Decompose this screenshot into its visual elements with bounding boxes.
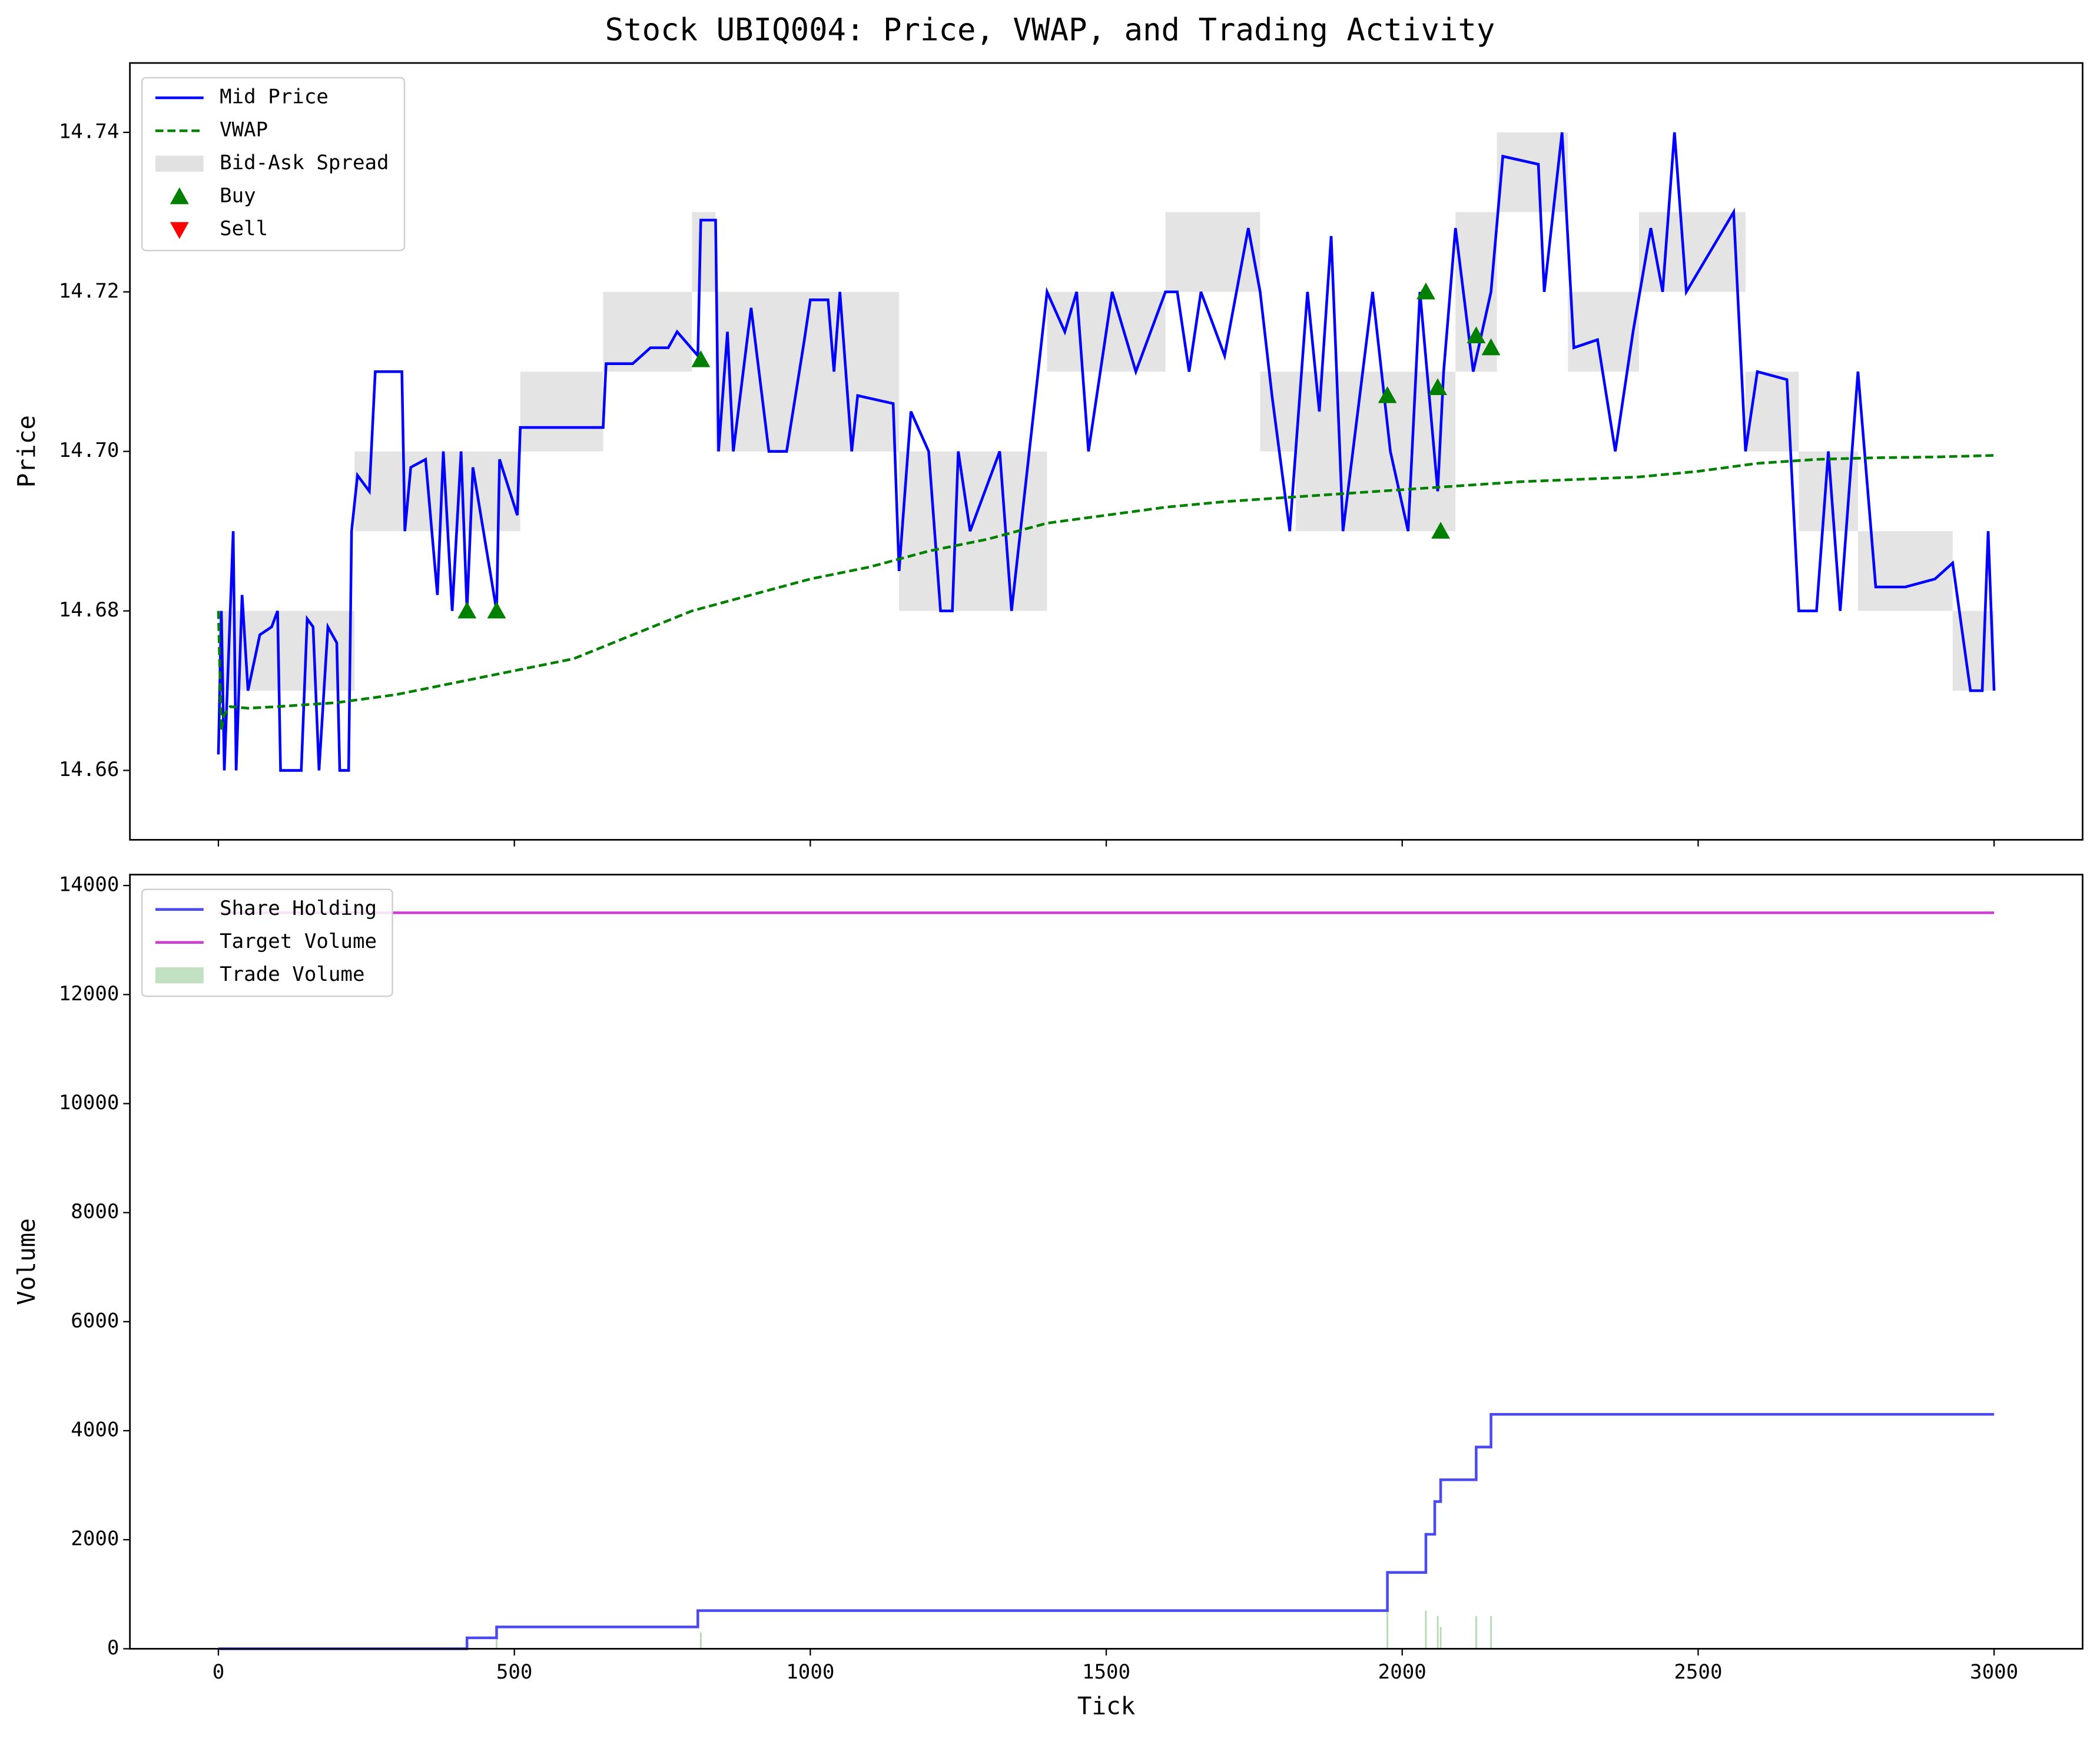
x-tick-label: 1000 [786,1660,834,1684]
trade-marker [1467,326,1486,344]
legend-label: Sell [220,217,268,240]
volume-bar [1475,1616,1477,1649]
legend-label: VWAP [220,118,268,142]
x-tick-label: 0 [213,1660,225,1684]
legend-marker [170,187,189,204]
y-axis-label: Price [12,415,41,487]
figure-title: Stock UBIQ004: Price, VWAP, and Trading … [605,12,1495,48]
x-tick-label: 3000 [1970,1660,2018,1684]
legend-box [141,77,406,251]
trade-marker [457,601,477,619]
y-tick-label: 4000 [71,1418,119,1442]
y-tick-label: 10000 [59,1091,120,1115]
y-tick-label: 14.72 [59,279,120,303]
trade-marker [691,350,711,367]
series-line [218,1412,1995,1650]
y-axis-label: Volume [12,1218,41,1305]
x-tick-label: 500 [496,1660,533,1684]
y-tick-label: 8000 [71,1200,119,1223]
volume-bar [1439,1627,1442,1649]
legend-patch [155,155,204,172]
trade-marker [1481,338,1501,356]
y-tick-label: 14.66 [59,758,120,781]
spread-band [218,132,1995,691]
series-line [217,132,1996,772]
x-tick-label: 2500 [1674,1660,1722,1684]
legend-label: Trade Volume [220,963,364,986]
volume-bar [1386,1610,1388,1649]
legend-label: Target Volume [220,930,377,953]
volume-bar [699,1632,702,1649]
y-tick-label: 6000 [71,1309,119,1332]
legend-marker [170,222,189,239]
y-tick-label: 12000 [59,982,120,1006]
volume-bar [1437,1616,1439,1649]
trade-marker [1431,522,1451,539]
y-tick-label: 14000 [59,873,120,897]
legend-label: Buy [220,184,256,208]
trade-marker [1428,378,1447,396]
trade-marker [487,601,506,619]
volume-bar [1425,1610,1427,1649]
x-axis-label: Tick [1077,1692,1136,1720]
series-line [217,454,1995,731]
volume-bar [496,1637,497,1649]
y-tick-label: 0 [107,1636,120,1660]
trade-marker [1378,386,1397,403]
trade-marker [1416,282,1435,300]
y-tick-label: 14.74 [59,120,120,143]
y-tick-label: 2000 [71,1527,119,1551]
y-tick-label: 14.68 [59,598,120,622]
legend-label: Mid Price [220,85,329,109]
x-tick-label: 1500 [1082,1660,1130,1684]
legend-patch [155,967,204,984]
legend-label: Bid-Ask Spread [220,151,389,175]
volume-bar [1490,1616,1492,1649]
legend-box [141,888,393,997]
legend-label: Share Holding [220,897,377,920]
y-tick-label: 14.70 [59,439,120,462]
x-tick-label: 2000 [1378,1660,1426,1684]
